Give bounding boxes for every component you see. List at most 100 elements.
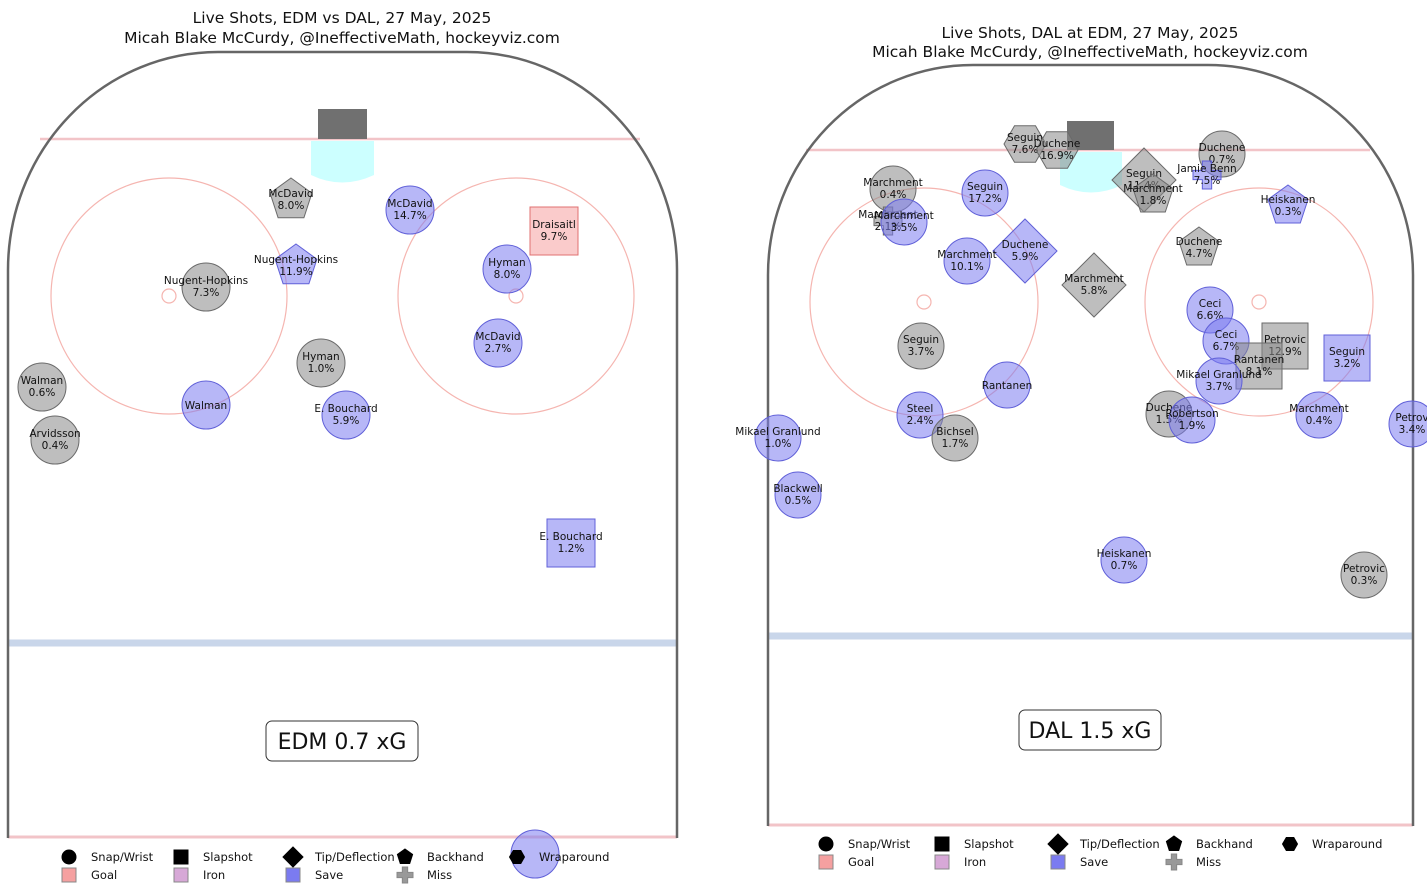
legend-label: Slapshot	[203, 850, 253, 864]
pentagon-shot-icon	[274, 243, 318, 285]
shot-player-label: Duchene	[1002, 239, 1049, 251]
shot-player-label: Steel	[907, 403, 934, 415]
shot-player-label: Nugent-Hopkins	[254, 254, 338, 266]
shot-player-label: McDavid	[475, 331, 520, 343]
legend-label: Save	[315, 868, 343, 882]
legend-label: Snap/Wrist	[848, 837, 911, 851]
rink-boards	[766, 63, 1415, 826]
shot-marker: Walman	[181, 380, 231, 430]
legend-item: Wraparound	[508, 850, 609, 864]
circle-shot-icon	[896, 391, 944, 439]
shot-xg-label: 4.7%	[1186, 248, 1213, 260]
hexagon-shot-icon	[1035, 131, 1079, 169]
goal-crease	[311, 141, 374, 183]
xg-box-right: DAL 1.5 xG	[1018, 709, 1162, 751]
shot-xg-label: 14.7%	[393, 210, 426, 222]
legend-left: Snap/Wrist Goal Slapshot Iron Tip/Deflection…	[61, 846, 609, 884]
shot-xg-label: 5.9%	[1012, 251, 1039, 263]
chart-title-left: Live Shots, EDM vs DAL, 27 May, 2025	[193, 9, 492, 27]
pentagon-shot-icon	[1178, 226, 1220, 266]
legend-label: Tip/Deflection	[1079, 837, 1160, 851]
legend-item: Snap/Wrist	[818, 836, 911, 852]
iron-square-icon	[934, 854, 950, 870]
legend-item: Slapshot	[934, 836, 1014, 852]
goal-crease	[1060, 152, 1122, 193]
faceoff-dot-left	[916, 294, 932, 310]
legend-item: Miss	[1165, 853, 1221, 871]
legend-item: Tip/Deflection	[1047, 833, 1160, 855]
shot-player-label: Marchment	[874, 210, 933, 222]
shot-player-label: E. Bouchard	[314, 403, 377, 415]
legend-label: Wraparound	[1312, 837, 1382, 851]
legend-label: Iron	[203, 868, 225, 882]
circle-icon	[61, 849, 77, 865]
circle-icon	[818, 836, 834, 852]
plus-icon	[1165, 853, 1183, 871]
shot-player-label: Ceci	[1199, 298, 1221, 310]
shot-player-label: Walman	[21, 375, 63, 387]
shot-xg-label: 1.0%	[765, 438, 792, 450]
legend-item: Iron	[934, 854, 986, 870]
shot-xg-label: 7.5%	[1194, 175, 1221, 187]
shot-xg-label: 3.7%	[1206, 381, 1233, 393]
shot-player-label: Petrovic	[1343, 563, 1385, 575]
shot-xg-label: 17.2%	[968, 193, 1001, 205]
circle-shot-icon	[1100, 536, 1148, 584]
faceoff-dot-right	[1251, 294, 1267, 310]
square-shot-icon	[546, 518, 596, 568]
shot-xg-label: 0.4%	[42, 440, 69, 452]
shot-xg-label: 7.3%	[193, 287, 220, 299]
shot-xg-label: 1.2%	[558, 543, 585, 555]
pentagon-shot-icon	[1132, 173, 1174, 213]
circle-shot-icon	[17, 362, 67, 412]
circle-shot-icon	[931, 414, 979, 462]
circle-shot-icon	[181, 380, 231, 430]
diamond-icon	[1047, 833, 1069, 855]
legend-item: Slapshot	[173, 849, 253, 865]
pentagon-icon	[396, 848, 414, 864]
circle-shot-icon	[321, 390, 371, 440]
chart-subtitle-right: Micah Blake McCurdy, @IneffectiveMath, h…	[872, 43, 1308, 61]
hexagon-icon	[508, 850, 526, 864]
diamond-icon	[282, 846, 304, 868]
circle-shot-icon	[1388, 400, 1427, 448]
shot-xg-label: 6.6%	[1197, 310, 1224, 322]
shot-player-label: Ceci	[1215, 329, 1237, 341]
faceoff-dot-left	[161, 288, 177, 304]
shot-player-label: McDavid	[387, 198, 432, 210]
shot-player-label: Blackwell	[773, 483, 822, 495]
shot-player-label: Heiskanen	[1261, 194, 1316, 206]
shot-xg-label: 11.9%	[279, 266, 312, 278]
legend-item: Snap/Wrist	[61, 849, 154, 865]
legend-item: Goal	[818, 854, 874, 870]
shot-xg-label: 1.7%	[942, 438, 969, 450]
shot-player-label: Bichsel	[936, 426, 973, 438]
shot-player-label: Petrov	[1395, 412, 1427, 424]
shot-xg-label: 8.0%	[494, 269, 521, 281]
diamond-shot-icon	[992, 218, 1058, 284]
legend-label: Snap/Wrist	[91, 850, 154, 864]
shot-xg-label: 0.5%	[785, 495, 812, 507]
circle-shot-icon	[1195, 357, 1243, 405]
legend-label: Tip/Deflection	[314, 850, 395, 864]
shot-xg-label: 1.0%	[308, 363, 335, 375]
shot-xg-label: 5.8%	[1081, 285, 1108, 297]
xg-label-left: EDM 0.7 xG	[278, 730, 407, 755]
hexagon-shot-icon	[1003, 125, 1047, 163]
